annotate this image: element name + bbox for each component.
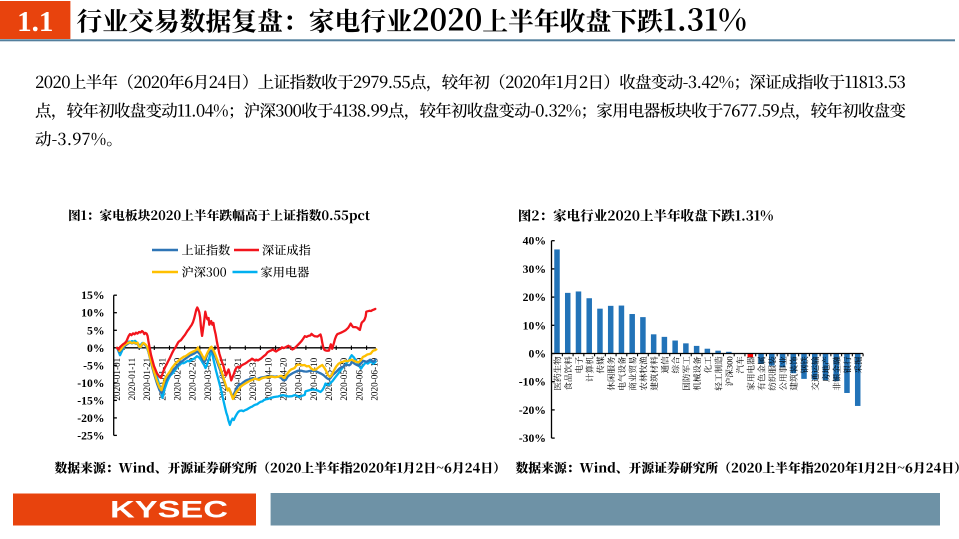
svg-text:5%: 5%: [87, 324, 105, 337]
svg-text:30%: 30%: [523, 263, 546, 276]
svg-text:-10%: -10%: [519, 376, 546, 389]
svg-text:300: 300: [724, 356, 734, 369]
svg-text:2020-01-01: 2020-01-01: [112, 357, 122, 400]
svg-text:1.1: 1.1: [17, 6, 53, 38]
svg-text:-15%: -15%: [77, 394, 104, 407]
svg-text:-20%: -20%: [77, 412, 104, 425]
svg-text:2020-02-20: 2020-02-20: [188, 357, 198, 400]
svg-text:0%: 0%: [87, 342, 105, 355]
svg-text:-30%: -30%: [519, 432, 546, 445]
svg-text:2020-03-01: 2020-03-01: [203, 357, 213, 400]
svg-text:2020-05-30: 2020-05-30: [339, 357, 349, 400]
svg-text:10%: 10%: [523, 319, 546, 332]
svg-text:-10%: -10%: [77, 377, 104, 390]
svg-text:20%: 20%: [523, 291, 546, 304]
svg-text:2020-04-10: 2020-04-10: [263, 357, 273, 400]
svg-text:2020-06-19: 2020-06-19: [370, 357, 380, 400]
svg-text:2020-05-10: 2020-05-10: [309, 357, 319, 400]
svg-text:10%: 10%: [81, 307, 104, 320]
svg-text:2020-01-31: 2020-01-31: [157, 357, 167, 400]
svg-text:15%: 15%: [81, 289, 104, 302]
svg-text:2020-01-21: 2020-01-21: [142, 357, 152, 400]
svg-text:40%: 40%: [523, 235, 546, 248]
svg-text:2020-01-11: 2020-01-11: [127, 357, 137, 400]
svg-text:2020-06-09: 2020-06-09: [354, 357, 364, 400]
svg-text:-20%: -20%: [519, 404, 546, 417]
svg-text:-5%: -5%: [83, 359, 104, 372]
svg-text:2020-04-30: 2020-04-30: [294, 357, 304, 400]
svg-text:KYSEC: KYSEC: [110, 497, 228, 524]
svg-text:2020-02-10: 2020-02-10: [172, 357, 182, 400]
svg-text:-25%: -25%: [77, 429, 104, 442]
svg-text:0%: 0%: [528, 348, 546, 361]
svg-text:2020-03-21: 2020-03-21: [233, 357, 243, 400]
